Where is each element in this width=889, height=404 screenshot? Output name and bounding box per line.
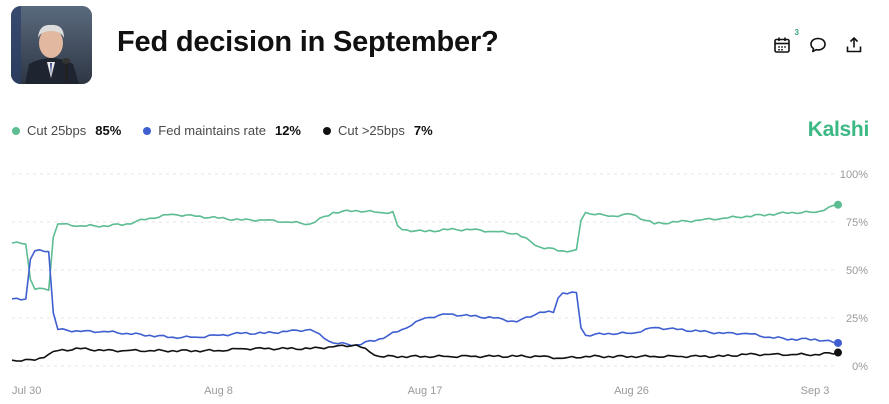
y-tick-label: 75% [846,217,868,229]
market-thumbnail [11,6,92,84]
legend-item-cut-25bps[interactable]: Cut 25bps 85% [12,123,121,138]
calendar-icon [774,37,790,53]
legend-value: 12% [274,123,301,138]
series-line-1 [11,249,839,347]
legend-value: 85% [95,123,122,138]
legend-label: Cut >25bps [338,123,405,138]
y-tick-label: 100% [840,169,868,181]
share-button[interactable] [843,34,865,56]
legend-item-cut-over-25bps[interactable]: Cut >25bps 7% [323,123,433,138]
calendar-badge: 3 [794,28,799,37]
series-end-dot-1 [834,338,842,347]
y-tick-label: 50% [846,265,868,277]
calendar-button[interactable]: 3 [771,28,799,56]
legend-value: 7% [413,123,433,138]
page-title: Fed decision in September? [117,26,499,58]
comment-icon [810,37,826,53]
legend-label: Fed maintains rate [158,123,266,138]
header-actions: 3 [771,28,865,56]
series-line-2 [11,344,839,362]
speaker-photo [11,6,92,84]
legend-dot [143,126,152,135]
series-end-dot-0 [834,200,842,209]
legend-dot [323,126,331,135]
legend-dot [12,126,20,135]
chart-legend: Cut 25bps 85% Fed maintains rate 12% Cut… [12,123,433,138]
legend-item-fed-maintains-rate[interactable]: Fed maintains rate 12% [143,123,301,138]
series-line-0 [11,203,839,292]
x-tick-label: Aug 8 [204,385,233,397]
share-icon [846,37,862,53]
comment-button[interactable] [807,34,829,56]
y-tick-label: 0% [852,361,868,373]
series-end-dot-2 [834,348,842,357]
x-tick-label: Aug 17 [408,385,443,397]
x-tick-label: Sep 3 [801,385,830,397]
y-tick-label: 25% [846,313,868,325]
line-chart[interactable]: 100% 75% 50% 25% 0% Jul 30 Aug 8 Aug 17 Aug 26 Se… [0,160,889,404]
x-tick-label: Aug 26 [614,385,649,397]
legend-label: Cut 25bps [27,123,87,138]
brand-logo: Kalshi [807,118,870,141]
x-tick-label: Jul 30 [12,385,41,397]
